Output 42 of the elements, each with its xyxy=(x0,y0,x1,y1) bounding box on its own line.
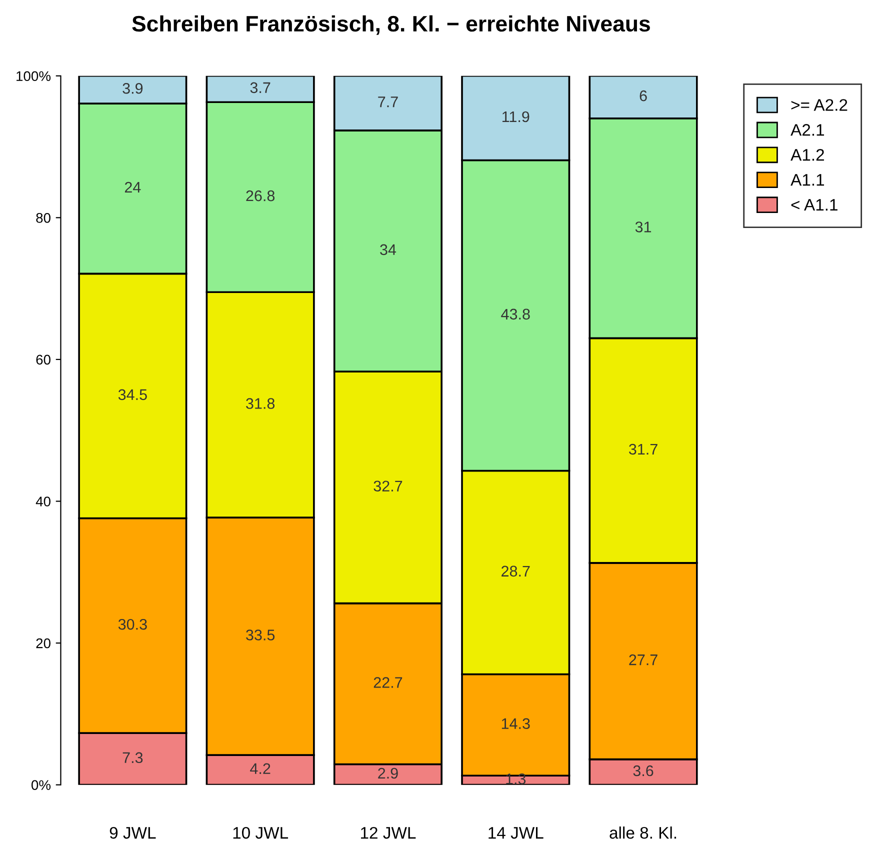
data-label: 1.3 xyxy=(506,774,526,784)
y-tick-label: 20 xyxy=(36,638,50,648)
legend-label: A2.1 xyxy=(790,124,824,136)
data-label: 30.3 xyxy=(118,618,147,630)
data-label: 22.7 xyxy=(374,677,402,688)
data-label: 28.7 xyxy=(502,566,530,577)
chart-title: Schreiben Französisch, 8. Kl. − erreichte Niveaus xyxy=(132,15,650,35)
data-label: 31 xyxy=(635,222,652,232)
data-label: 34.5 xyxy=(118,389,147,400)
y-tick-label: 60 xyxy=(36,354,50,365)
legend-label: >= A2.2 xyxy=(791,99,848,111)
data-label: 31.7 xyxy=(628,444,658,455)
legend-label: < A1.1 xyxy=(791,199,838,211)
data-label: 24 xyxy=(124,182,141,193)
x-tick-label: 9 JWL xyxy=(110,826,156,839)
data-label: 3.9 xyxy=(122,82,143,94)
data-label: 43.8 xyxy=(501,308,530,320)
x-tick-label: 14 JWL xyxy=(488,827,544,839)
data-label: 7.7 xyxy=(378,96,398,108)
legend-label: A1.2 xyxy=(790,148,824,161)
data-label: 32.7 xyxy=(374,480,402,492)
x-tick-label: 12 JWL xyxy=(361,826,416,839)
data-label: 3.6 xyxy=(633,765,654,776)
data-label: 14.3 xyxy=(502,718,530,730)
data-label: 4.2 xyxy=(250,763,270,774)
x-tick-label: 10 JWL xyxy=(233,826,288,839)
y-tick-label: 100% xyxy=(16,71,51,82)
data-label: 3.7 xyxy=(250,82,270,94)
data-label: 33.5 xyxy=(246,630,275,640)
data-label: 27.7 xyxy=(629,654,658,666)
data-label: 31.8 xyxy=(246,398,275,409)
data-label: 6 xyxy=(640,90,647,102)
data-label: 26.8 xyxy=(246,190,275,202)
data-label: 11.9 xyxy=(502,111,530,122)
y-tick-label: 0% xyxy=(31,780,51,790)
y-tick-label: 40 xyxy=(36,496,50,506)
data-label: 34 xyxy=(380,244,396,256)
y-tick-label: 80 xyxy=(36,212,50,223)
data-label: 7.3 xyxy=(122,752,143,764)
legend-label: A1.1 xyxy=(790,174,824,186)
x-tick-label: alle 8. Kl. xyxy=(610,826,676,839)
data-label: 2.9 xyxy=(378,768,398,779)
